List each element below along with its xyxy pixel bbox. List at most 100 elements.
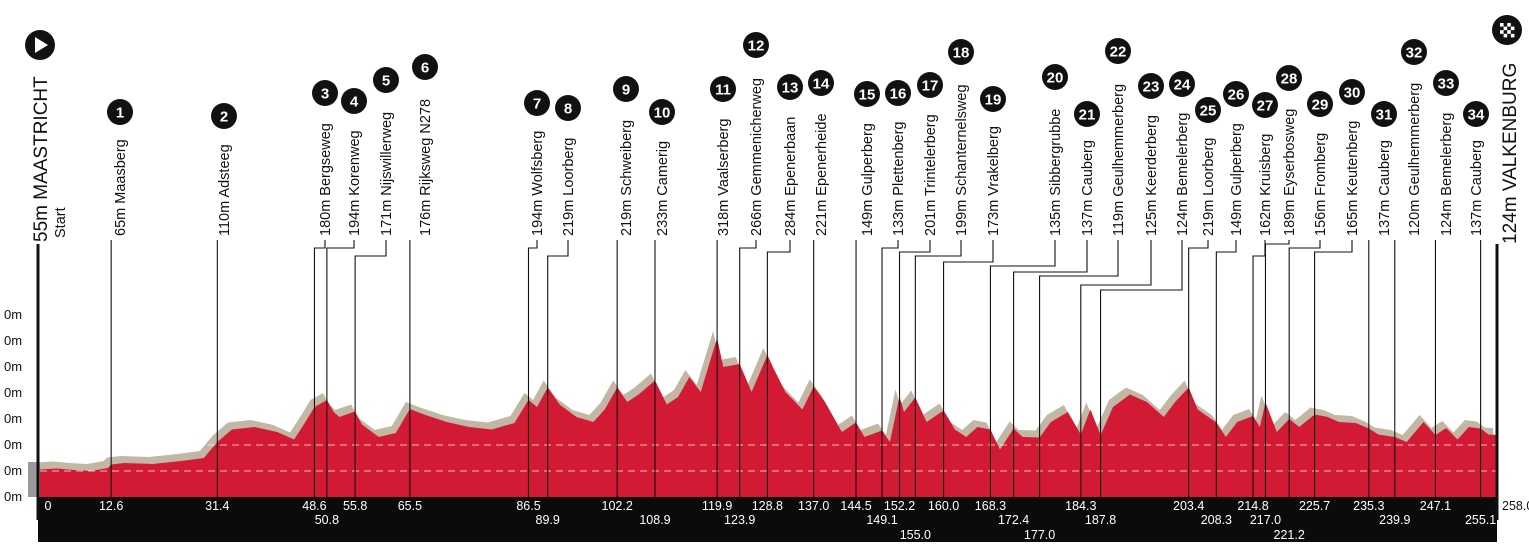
climb-label: 119m Geulhemmerberg xyxy=(1111,84,1127,236)
climb-label: 284m Epenerbaan xyxy=(783,117,799,236)
climb-number-badge xyxy=(1371,101,1397,127)
climb-number: 13 xyxy=(782,80,799,97)
checkered-flag-square xyxy=(1500,23,1504,27)
climb-number: 24 xyxy=(1174,77,1191,94)
climb-leader-line xyxy=(1080,240,1152,497)
checkered-flag-square xyxy=(1500,30,1504,34)
climb-number: 27 xyxy=(1257,98,1274,115)
climb-number: 3 xyxy=(321,86,329,103)
start-label: 55m MAASTRICHT xyxy=(31,76,52,242)
climb-leader-line xyxy=(1039,240,1119,497)
climb-number-badge xyxy=(1463,101,1489,127)
climb-leader-line xyxy=(1188,240,1209,497)
climb-number: 6 xyxy=(421,60,429,77)
profile-area xyxy=(40,338,1497,497)
climb-number-badge xyxy=(948,39,974,65)
climb-leader-line xyxy=(326,240,355,497)
climb-leader-line xyxy=(1100,240,1183,497)
climb-number: 29 xyxy=(1312,97,1329,114)
climb-km-label: 217.0 xyxy=(1250,513,1281,527)
y-axis-ticks: 0m 0m 0m 0m 0m 0m 0m 0m xyxy=(4,307,22,504)
climb-number: 12 xyxy=(748,38,765,55)
climb-number-badge xyxy=(1252,92,1278,118)
climb-number: 18 xyxy=(953,45,970,62)
climb-number-badge xyxy=(777,74,803,100)
start-finish-group: 55m MAASTRICHT Start 124m VALKENBURG 0 2… xyxy=(25,15,1529,513)
climb-km-label: 247.1 xyxy=(1420,499,1451,513)
climb-number-badge xyxy=(1307,91,1333,117)
climb-label: 137m Cauberg xyxy=(1080,140,1096,236)
checkered-flag-square xyxy=(1510,33,1515,38)
climb-km-label: 89.9 xyxy=(536,513,560,527)
climb-label: 219m Schweiberg xyxy=(619,120,635,236)
checkered-flag-square xyxy=(1503,26,1508,31)
y-tick-label: 0m xyxy=(4,307,22,322)
climb-km-label: 160.0 xyxy=(928,499,959,513)
climb-label: 137m Cauberg xyxy=(1469,140,1485,236)
checkered-flag-square xyxy=(1507,30,1511,34)
climb-number-badge xyxy=(1105,38,1131,64)
climb-number: 10 xyxy=(654,105,671,122)
climb-km-label: 255.1 xyxy=(1465,513,1496,527)
climb-km-label: 235.3 xyxy=(1353,499,1384,513)
climb-label: 137m Cauberg xyxy=(1377,140,1393,236)
climb-number-badge xyxy=(808,70,834,96)
y-tick-label: 0m xyxy=(4,385,22,400)
climb-leader-line xyxy=(914,240,962,497)
climb-label: 125m Keerderberg xyxy=(1144,115,1160,236)
climb-number-badge xyxy=(1074,101,1100,127)
climb-number-badge xyxy=(743,32,769,58)
climb-km-label: 123.9 xyxy=(724,513,755,527)
climb-km-label: 50.8 xyxy=(315,513,339,527)
climb-leader-line xyxy=(943,240,994,497)
y-tick-label: 0m xyxy=(4,359,22,374)
climb-number: 16 xyxy=(890,86,907,103)
finish-km-label: 258.0 xyxy=(1502,499,1529,513)
climb-number: 32 xyxy=(1406,45,1423,62)
climb-leader-line xyxy=(1288,240,1321,497)
climb-number: 22 xyxy=(1110,44,1127,61)
climb-number: 1 xyxy=(116,105,124,122)
checkered-flag-square xyxy=(1503,33,1508,38)
climb-leader-line xyxy=(1215,240,1237,497)
climb-km-label: 149.1 xyxy=(866,513,897,527)
climb-number: 28 xyxy=(1281,71,1298,88)
climb-km-label: 102.2 xyxy=(602,499,633,513)
climb-number: 2 xyxy=(220,109,228,126)
climb-number-badge xyxy=(1433,70,1459,96)
climb-km-label: 208.3 xyxy=(1201,513,1232,527)
finish-label: 124m VALKENBURG xyxy=(1500,63,1521,244)
climb-leader-line xyxy=(527,240,538,497)
climb-leader-line xyxy=(354,240,387,497)
climb-number-badge xyxy=(1042,64,1068,90)
climb-label: 135m Sibbergrubbe xyxy=(1048,109,1064,236)
climb-number-badge xyxy=(107,99,133,125)
climb-label: 110m Adsteeg xyxy=(217,144,233,236)
climb-km-label: 65.5 xyxy=(398,499,422,513)
climb-number: 4 xyxy=(350,94,359,111)
climb-number: 19 xyxy=(985,92,1002,109)
climb-km-label: 225.7 xyxy=(1299,499,1330,513)
climb-number-badge xyxy=(854,81,880,107)
climb-km-label: 187.8 xyxy=(1085,513,1116,527)
climb-km-label: 55.8 xyxy=(343,499,367,513)
climb-labels: 65m Maasberg 110m Adsteeg 180m Bergseweg 19… xyxy=(113,78,1485,236)
climb-number-badge xyxy=(980,86,1006,112)
start-sublabel: Start xyxy=(53,207,69,238)
climb-number: 33 xyxy=(1438,76,1455,93)
climb-km-label: 48.6 xyxy=(302,499,326,513)
climb-label: 156m Fromberg xyxy=(1313,133,1329,236)
climb-label: 221m Epenerheide xyxy=(814,113,830,236)
climb-km-label: 168.3 xyxy=(975,499,1006,513)
climb-number: 25 xyxy=(1200,103,1217,120)
climb-km-label: 152.2 xyxy=(884,499,915,513)
climb-number-badge xyxy=(613,76,639,102)
climb-number: 5 xyxy=(382,73,390,90)
climb-km-label: 86.5 xyxy=(516,499,540,513)
climb-label: 266m Gemmenicherweg xyxy=(749,78,765,236)
climb-label: 173m Vrakelberg xyxy=(986,126,1002,236)
start-km-label: 0 xyxy=(45,499,52,513)
climb-number: 14 xyxy=(813,76,830,93)
